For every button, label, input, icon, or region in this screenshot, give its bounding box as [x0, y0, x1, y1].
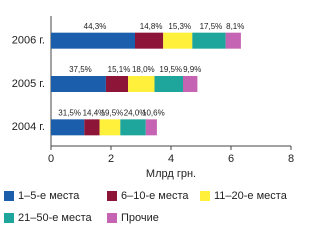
legend-label: 1–5-е места [18, 190, 80, 202]
legend-label: 6–10-е места [121, 190, 189, 202]
x-tick-label: 0 [48, 153, 54, 165]
value-label: 15,1% [108, 65, 131, 74]
bar-segment [120, 119, 146, 136]
chart: Млрд грн. 0 2 4 6 8 2006 г. 44,3% 14,8% 15,3% 17,… [4, 16, 294, 224]
bar-segment [225, 32, 241, 49]
value-label: 19,5% [101, 108, 124, 117]
value-label: 37,5% [69, 65, 92, 74]
x-tick-label: 8 [288, 153, 294, 165]
legend-label: Прочие [121, 212, 159, 224]
x-tick-label: 4 [168, 153, 174, 165]
bar-segment [128, 76, 155, 92]
bar-segment [51, 32, 135, 49]
bar-segment [154, 76, 183, 92]
bar-segment [163, 32, 193, 49]
legend-swatch [107, 213, 117, 223]
value-label: 8,1% [226, 22, 244, 31]
value-label: 24,0% [124, 108, 147, 117]
bar-segment [135, 32, 164, 49]
bar-segment [51, 76, 106, 92]
value-label: 18,0% [132, 65, 155, 74]
bar-segment [192, 32, 226, 49]
value-label: 19,5% [159, 65, 182, 74]
x-tick-label: 2 [108, 153, 114, 165]
legend-swatch [200, 191, 210, 201]
legend-swatch [4, 191, 14, 201]
bar-segment [105, 76, 129, 92]
bar-segment [99, 119, 121, 136]
bar-segment [51, 119, 85, 136]
value-label: 17,5% [200, 22, 223, 31]
value-label: 9,9% [183, 65, 201, 74]
y-tick-label: 2004 г. [12, 121, 45, 133]
legend-swatch [107, 191, 117, 201]
bar-segment [84, 119, 100, 136]
value-label: 15,3% [168, 22, 191, 31]
x-axis-label: Млрд грн. [146, 168, 196, 180]
bar-segment [145, 119, 157, 136]
bar-segment [183, 76, 198, 92]
legend-label: 11–20-е места [214, 190, 288, 202]
y-tick-label: 2006 г. [12, 35, 45, 47]
legend-label: 21–50-е места [18, 212, 93, 224]
x-tick-label: 6 [228, 153, 234, 165]
legend-swatch [4, 213, 14, 223]
y-tick-label: 2005 г. [12, 78, 45, 90]
value-label: 14,4% [83, 108, 106, 117]
value-label: 10,6% [142, 108, 165, 117]
value-label: 31,5% [58, 108, 81, 117]
value-label: 14,8% [140, 22, 163, 31]
value-label: 44,3% [84, 22, 107, 31]
